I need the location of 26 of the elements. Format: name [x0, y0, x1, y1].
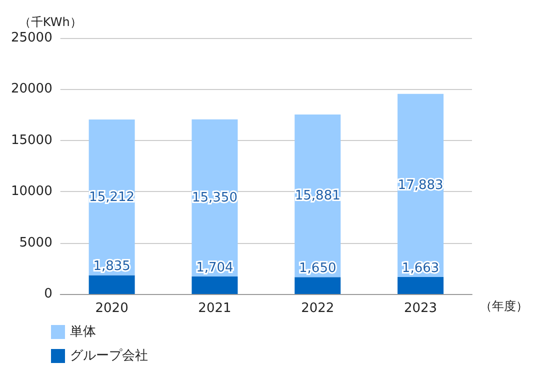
x-axis-title: （年度）	[480, 299, 528, 313]
data-label: 15,350	[192, 190, 238, 206]
legend-label: 単体	[70, 324, 96, 340]
x-tick-label: 2020	[95, 301, 128, 316]
x-tick-label: 2022	[301, 301, 334, 316]
data-label: 1,704	[196, 260, 234, 276]
data-label: 15,881	[294, 188, 340, 204]
data-label: 1,663	[402, 260, 440, 276]
bar	[294, 277, 341, 294]
y-tick-label: 5000	[19, 235, 52, 250]
y-tick-label: 0	[44, 286, 52, 302]
data-label: 15,212	[89, 190, 135, 205]
data-label: 1,650	[299, 261, 336, 276]
y-tick-label: 25000	[10, 30, 52, 46]
y-tick-label: 10000	[10, 184, 52, 200]
y-axis-title: （千KWh）	[18, 15, 82, 29]
x-tick-label: 2021	[198, 301, 232, 316]
bar	[88, 275, 135, 294]
x-tick-label: 2023	[404, 301, 438, 316]
legend-label: グループ会社	[70, 348, 148, 364]
data-label: 1,835	[93, 259, 130, 274]
bar	[398, 276, 444, 294]
y-tick-label: 15000	[10, 132, 52, 148]
data-label: 17,883	[398, 178, 444, 193]
y-tick-label: 20000	[10, 82, 52, 97]
bar	[192, 276, 238, 294]
